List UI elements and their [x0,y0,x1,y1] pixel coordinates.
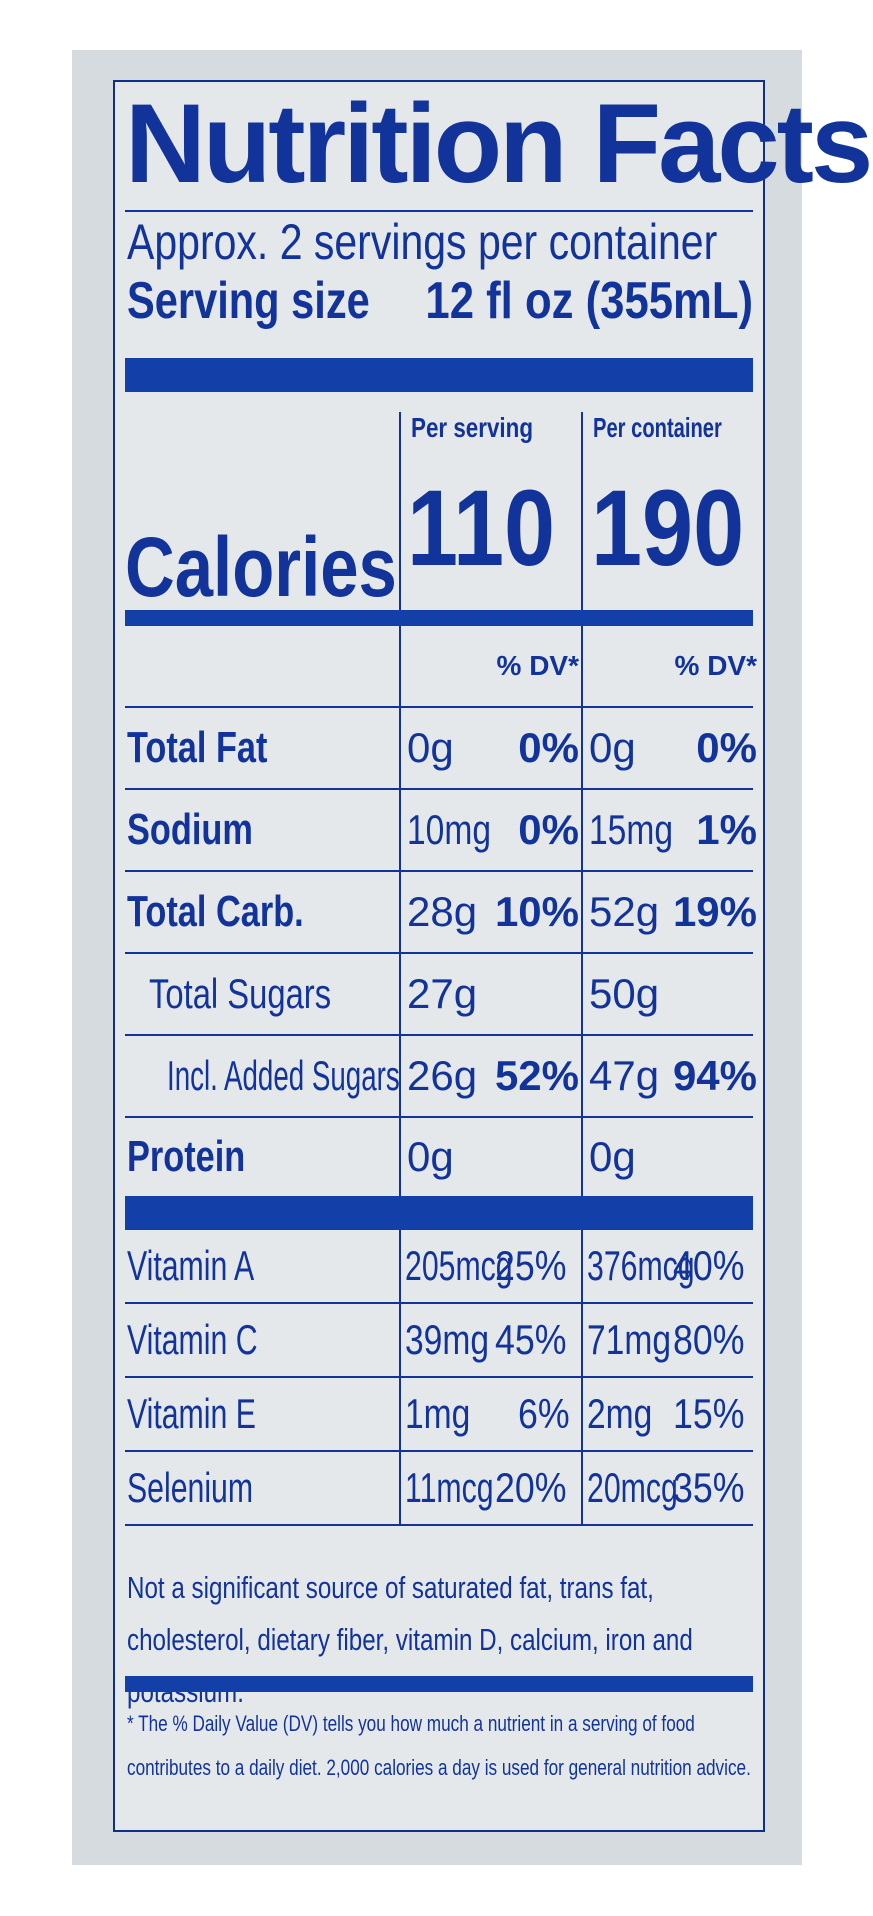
nutrient-name: Protein [127,1132,246,1181]
dv-header-row: % DV* % DV* [125,626,757,708]
nutrient-name-cell: Protein [127,1118,279,1196]
nutrient-name: Total Sugars [149,970,332,1017]
vitamin-name: Vitamin A [127,1242,255,1289]
nutrient-name: Total Carb. [127,887,304,936]
vitamin-row-e: Vitamin E 1mg 6% 2mg 15% [125,1378,753,1452]
vitamin-name-cell: Selenium [127,1452,302,1524]
vitamin-name-cell: Vitamin E [127,1378,306,1450]
container-amount: 376mcg [587,1242,695,1289]
serving-amount: 11mcg [405,1464,494,1511]
nutrient-name: Total Fat [127,723,268,772]
vitamin-name-cell: Vitamin C [127,1304,308,1376]
nutrient-row-sodium: Sodium 10mg 0% 15mg 1% [125,790,757,872]
serving-dv: 20% [494,1464,567,1511]
serving-dv: 0% [518,724,579,771]
container-amount: 0g [589,724,636,771]
nutrient-row-added-sugars: Incl. Added Sugars 26g 52% 47g 94% [125,1036,757,1118]
serving-amount: 0g [407,1133,454,1180]
container-dv: 1% [696,806,757,853]
nutrient-name-cell: Incl. Added Sugars [167,1036,520,1116]
serving-amount: 27g [407,970,478,1017]
serving-dv: 52% [494,1052,579,1099]
container-dv: 19% [672,888,757,935]
serving-amount: 10mg [407,806,492,853]
container-amount: 47g [589,1052,660,1099]
calories-per-container: 190 [591,467,745,588]
vitamin-name: Vitamin E [127,1390,256,1437]
container-dv: 15% [672,1390,745,1437]
nutrient-name-cell: Sodium [127,790,288,870]
serving-dv: 6% [518,1390,570,1437]
serving-amount: 0g [407,724,454,771]
dv-header-container: % DV* [581,626,757,706]
column-divider-container [581,412,583,1526]
dv-header-text: % DV* [674,650,757,681]
serving-amount: 205mcg [405,1242,513,1289]
nutrient-name-cell: Total Fat [127,708,307,788]
nutrient-row-total-fat: Total Fat 0g 0% 0g 0% [125,708,757,790]
container-amount: 20mcg [587,1464,678,1511]
label-title: Nutrition Facts [125,81,873,206]
container-amount: 52g [589,888,660,935]
container-dv: 35% [672,1464,745,1511]
serving-amount: 39mg [405,1316,490,1363]
title-rule [125,210,753,212]
thick-bar-calories [125,610,753,626]
dv-header-text: % DV* [496,650,579,681]
nutrient-row-total-sugars: Total Sugars 27g 50g [125,954,753,1036]
vitamin-row-c: Vitamin C 39mg 45% 71mg 80% [125,1304,753,1378]
nutrient-name-cell: Total Carb. [127,872,354,952]
serving-dv: 0% [518,806,579,853]
serving-size-value: 12 fl oz (355mL) [425,272,753,330]
per-container-header: Per container [593,412,722,443]
not-significant-note: Not a significant source of saturated fa… [127,1570,693,1709]
container-dv: 40% [672,1242,745,1289]
vitamin-name: Selenium [127,1464,254,1511]
serving-dv: 25% [494,1242,567,1289]
container-amount: 71mg [587,1316,672,1363]
serving-amount: 28g [407,888,478,935]
nutrient-name: Sodium [127,805,253,854]
serving-size-label: Serving size [127,272,370,330]
calories-per-serving: 110 [407,467,556,588]
dv-header-serving: % DV* [399,626,579,706]
per-serving-header: Per serving [411,412,534,443]
daily-value-footnote: * The % Daily Value (DV) tells you how m… [127,1711,751,1780]
nutrient-name: Incl. Added Sugars [167,1052,400,1099]
container-dv: 80% [672,1316,745,1363]
serving-amount: 26g [407,1052,478,1099]
vitamin-row-a: Vitamin A 205mcg 25% 376mcg 40% [125,1230,753,1304]
container-amount: 15mg [589,806,674,853]
thick-bar-top [125,358,753,392]
nutrition-facts-label: Nutrition Facts Approx. 2 servings per c… [113,80,873,1832]
container-dv: 0% [696,724,757,771]
thick-bar-footnote [125,1676,753,1692]
serving-amount: 1mg [405,1390,471,1437]
container-amount: 2mg [587,1390,653,1437]
thick-bar-vitamins [125,1196,753,1230]
container-dv: 94% [672,1052,757,1099]
column-divider-serving [399,412,401,1526]
vitamin-name-cell: Vitamin A [127,1230,304,1302]
nutrient-row-protein: Protein 0g 0g [125,1118,753,1196]
serving-dv: 45% [494,1316,567,1363]
serving-dv: 10% [494,888,579,935]
nutrient-row-total-carb: Total Carb. 28g 10% 52g 19% [125,872,757,954]
servings-per-container: Approx. 2 servings per container [127,214,718,270]
vitamin-row-selenium: Selenium 11mcg 20% 20mcg 35% [125,1452,753,1526]
container-amount: 50g [589,970,660,1017]
vitamin-name: Vitamin C [127,1316,258,1363]
container-amount: 0g [589,1133,636,1180]
nutrient-name-cell: Total Sugars [149,954,382,1034]
calories-label: Calories [125,520,397,614]
